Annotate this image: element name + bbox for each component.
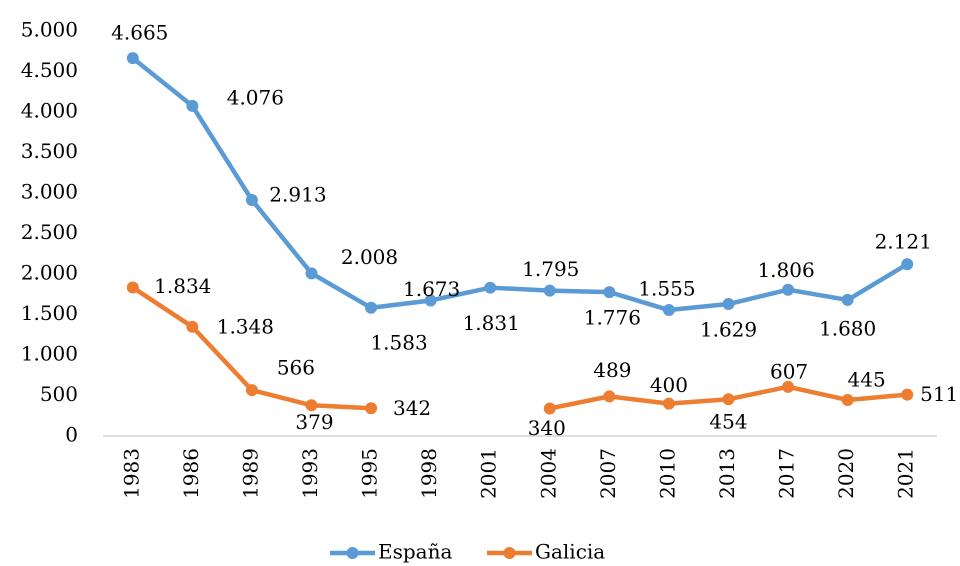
x-tick-label: 2013 (715, 448, 739, 499)
y-tick-label: 4.000 (21, 99, 78, 123)
x-tick-label: 2004 (536, 448, 560, 499)
x-tick-label: 1993 (298, 448, 322, 499)
data-label: 4.076 (227, 85, 284, 109)
y-tick-label: 3.500 (21, 139, 78, 163)
y-tick-label: 3.000 (21, 180, 78, 204)
marker (901, 258, 914, 271)
marker (245, 384, 258, 397)
marker (662, 397, 675, 410)
y-tick-label: 5.000 (21, 18, 78, 42)
data-label: 1.834 (154, 274, 211, 298)
y-tick-label: 500 (40, 382, 78, 406)
marker (543, 402, 556, 415)
data-label: 1.673 (403, 277, 460, 301)
x-tick-label: 2020 (834, 448, 858, 499)
x-tick-label: 2010 (655, 448, 679, 499)
marker (543, 284, 556, 297)
y-tick-label: 2.500 (21, 220, 78, 244)
data-label: 340 (528, 416, 566, 440)
data-label: 1.629 (700, 318, 757, 342)
marker (722, 393, 735, 406)
data-label: 445 (848, 367, 886, 391)
x-tick-label: 1998 (417, 448, 441, 499)
marker (841, 293, 854, 306)
y-tick-label: 0 (65, 423, 78, 447)
legend-marker (503, 547, 516, 559)
series-line (131, 56, 909, 313)
marker (186, 99, 199, 112)
marker (841, 393, 854, 406)
marker (245, 194, 258, 207)
data-label: 489 (593, 358, 631, 382)
data-label: 342 (393, 396, 431, 420)
marker (662, 304, 675, 317)
data-label: 1.831 (463, 311, 520, 335)
data-label: 1.806 (757, 258, 814, 282)
marker (365, 402, 378, 415)
x-tick-label: 2017 (775, 448, 799, 499)
marker (126, 281, 139, 294)
marker (484, 281, 497, 294)
legend-label: España (378, 540, 452, 564)
x-tick-label: 2001 (477, 448, 501, 499)
marker (782, 283, 795, 296)
data-label: 454 (709, 410, 747, 434)
x-tick-label: 1995 (358, 448, 382, 499)
data-label: 1.776 (584, 306, 641, 330)
data-label: 1.795 (522, 257, 579, 281)
data-label: 566 (277, 356, 315, 380)
data-label: 2.008 (341, 245, 398, 269)
x-tick-label: 2021 (894, 448, 918, 499)
data-label: 511 (920, 382, 958, 406)
data-label: 2.913 (269, 183, 326, 207)
y-tick-label: 1.000 (21, 342, 78, 366)
marker (126, 52, 139, 65)
x-tick-label: 1983 (119, 448, 143, 499)
data-label: 379 (295, 410, 333, 434)
data-label: 2.121 (875, 230, 932, 254)
data-label: 4.665 (111, 21, 168, 45)
marker (603, 390, 616, 403)
marker (186, 320, 199, 333)
x-tick-label: 1989 (238, 448, 262, 499)
data-label: 1.583 (370, 330, 427, 354)
y-tick-label: 2.000 (21, 261, 78, 285)
data-label: 1.680 (819, 316, 876, 340)
marker (722, 298, 735, 311)
x-tick-label: 2007 (596, 448, 620, 499)
y-tick-label: 4.500 (21, 58, 78, 82)
marker (424, 294, 437, 307)
marker (305, 399, 318, 412)
data-label: 400 (650, 373, 688, 397)
marker (365, 301, 378, 314)
data-label: 1.555 (638, 277, 695, 301)
legend-label: Galicia (535, 540, 605, 564)
data-label: 1.348 (217, 314, 274, 338)
marker (901, 388, 914, 401)
marker (603, 286, 616, 299)
x-tick-label: 1986 (179, 448, 203, 499)
marker (782, 380, 795, 393)
y-tick-label: 1.500 (21, 301, 78, 325)
legend-marker (346, 547, 359, 559)
marker (305, 267, 318, 280)
data-label: 607 (770, 359, 808, 383)
